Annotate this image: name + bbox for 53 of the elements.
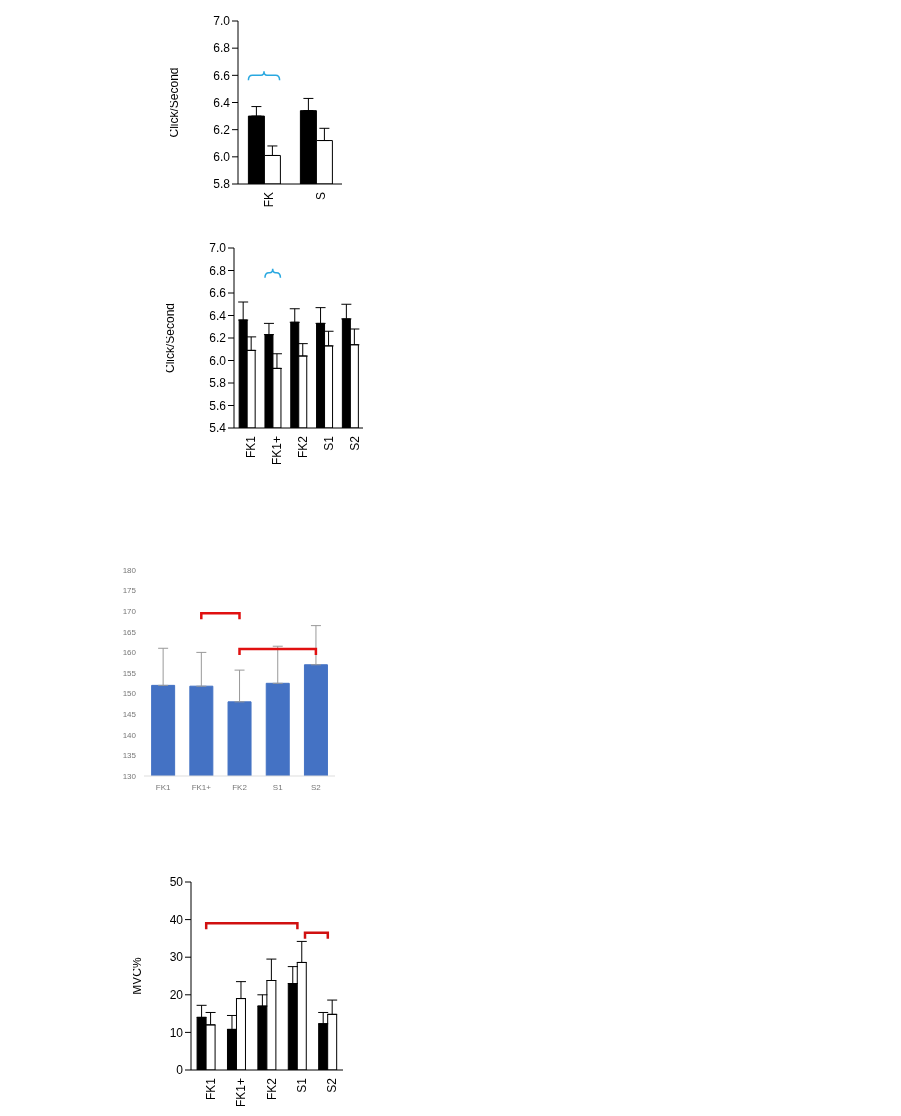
y-tick-label: 6.2	[209, 331, 227, 346]
x-tick-label: FK2	[296, 435, 311, 459]
y-tick-label: 7.0	[209, 241, 227, 256]
y-tick-label: 165	[122, 627, 137, 637]
y-tick-label: 6.4	[213, 95, 231, 110]
y-tick-label: 6.2	[213, 122, 231, 137]
y-tick-label: 140	[122, 730, 137, 740]
x-tick-label: FK1	[203, 1077, 218, 1101]
x-tick-label: S1	[272, 782, 284, 792]
y-tick-label: 6.0	[209, 353, 227, 368]
x-tick-label: FK2	[232, 782, 248, 792]
y-tick-label: 135	[122, 751, 137, 761]
y-axis-title: MVC%	[130, 957, 145, 995]
y-tick-label: 5.8	[209, 376, 227, 391]
y-tick-label: 20	[169, 988, 184, 1003]
y-tick-label: 6.6	[213, 68, 231, 83]
y-tick-label: 170	[122, 607, 137, 617]
y-tick-label: 5.6	[209, 398, 227, 413]
x-tick-label: FK1	[155, 782, 171, 792]
x-tick-label: S1	[321, 435, 336, 451]
y-tick-label: 145	[122, 710, 137, 720]
y-tick-label: 5.4	[209, 421, 227, 436]
y-tick-label: 7.0	[213, 14, 231, 29]
y-tick-label: 6.8	[213, 41, 231, 56]
x-tick-label: FK2	[264, 1077, 279, 1101]
x-tick-label: FK1	[244, 435, 259, 459]
x-tick-label: FK1+	[270, 436, 285, 466]
y-tick-label: 0	[176, 1063, 184, 1078]
x-tick-label: S2	[347, 435, 362, 451]
y-tick-label: 6.0	[213, 150, 231, 165]
y-tick-label: 50	[169, 875, 184, 890]
y-tick-label: 30	[169, 950, 184, 965]
y-axis-title: Click/Second	[163, 302, 178, 374]
y-tick-label: 40	[169, 912, 184, 927]
y-tick-label: 5.8	[213, 177, 231, 192]
y-tick-label: 150	[122, 689, 137, 699]
x-tick-label: FK1+	[191, 782, 212, 792]
y-tick-label: 180	[122, 565, 137, 575]
x-tick-label: S2	[325, 1077, 340, 1093]
y-tick-label: 6.8	[209, 263, 227, 278]
y-tick-label: 6.6	[209, 286, 227, 301]
x-tick-label: S1	[294, 1077, 309, 1093]
y-tick-label: 175	[122, 586, 137, 596]
y-tick-label: 10	[169, 1025, 184, 1040]
y-tick-label: 6.4	[209, 308, 227, 323]
x-tick-label: S	[313, 192, 328, 201]
x-tick-label: FK1+	[234, 1078, 249, 1108]
y-tick-label: 160	[122, 648, 137, 658]
y-axis-title: Click/Second	[167, 67, 182, 138]
x-tick-label: FK	[261, 192, 276, 208]
y-tick-label: 130	[122, 771, 137, 781]
x-tick-label: S2	[311, 782, 322, 792]
y-tick-label: 155	[122, 668, 137, 678]
